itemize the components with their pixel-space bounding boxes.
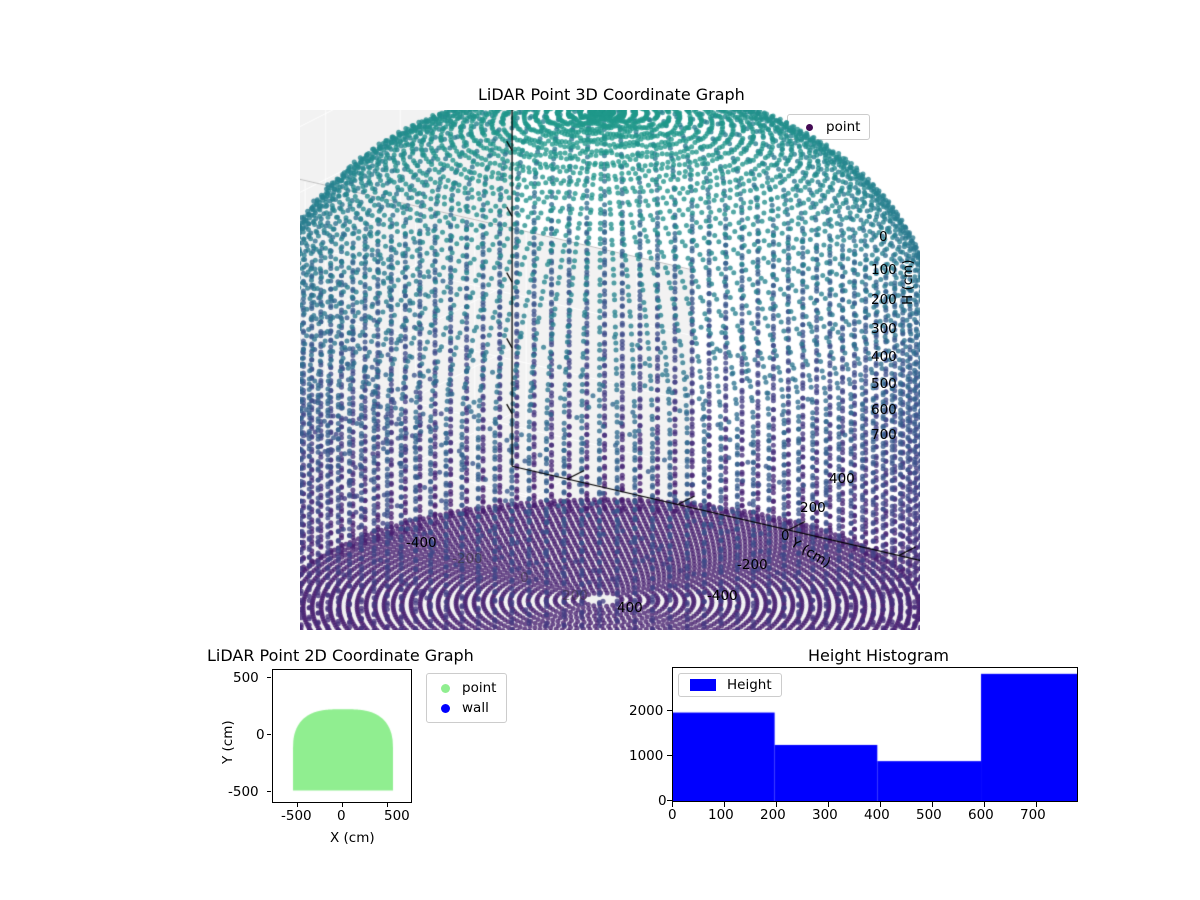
hist-x-tickmark-200 bbox=[776, 802, 777, 807]
hist-y-tickmark-2000 bbox=[667, 710, 672, 711]
plot3d-axes[interactable] bbox=[300, 110, 920, 630]
plot2d-title: LiDAR Point 2D Coordinate Graph bbox=[207, 646, 474, 665]
plot2d-y-tick-m500: -500 bbox=[228, 784, 259, 800]
hist-x-tickmark-300 bbox=[828, 802, 829, 807]
hist-x-tick-300: 300 bbox=[812, 807, 838, 823]
hist-x-tick-700: 700 bbox=[1020, 807, 1046, 823]
hist-x-tickmark-500 bbox=[932, 802, 933, 807]
plot3d-h-axis-label: H (cm) bbox=[900, 259, 916, 305]
plot2d-x-tickmark-0 bbox=[342, 803, 343, 807]
plot2d-axes[interactable] bbox=[272, 669, 412, 803]
legend-wall-dot-icon bbox=[441, 703, 450, 713]
plot3d-h-tick-400: 400 bbox=[871, 349, 897, 365]
plot3d-y-tick-400: 400 bbox=[829, 471, 855, 487]
plot3d-title: LiDAR Point 3D Coordinate Graph bbox=[478, 85, 745, 104]
legend-height-label: Height bbox=[727, 677, 772, 693]
legend2d-point-label: point bbox=[462, 680, 497, 696]
hist-y-tickmark-0 bbox=[667, 800, 672, 801]
legend2d-row-point: point bbox=[433, 678, 496, 698]
plot3d-h-tick-200: 200 bbox=[871, 292, 897, 308]
plot3d-h-tick-300: 300 bbox=[871, 321, 897, 337]
plot3d-h-tick-600: 600 bbox=[871, 402, 897, 418]
hist-x-tickmark-100 bbox=[724, 802, 725, 807]
plot2d-x-tick-0: 0 bbox=[337, 808, 346, 824]
hist-y-tick-2000: 2000 bbox=[629, 703, 664, 719]
hist-x-tick-200: 200 bbox=[760, 807, 786, 823]
plot3d-y-tick-200: 200 bbox=[800, 500, 826, 516]
hist-x-tickmark-700 bbox=[1036, 802, 1037, 807]
plot3d-x-tick-400: 400 bbox=[617, 600, 643, 616]
plot3d-x-tick-200: 200 bbox=[562, 588, 588, 604]
plot2d-y-tick-0: 0 bbox=[256, 727, 265, 743]
plot2d-x-tick-500: 500 bbox=[384, 808, 410, 824]
plot3d-x-tick-m200: -200 bbox=[452, 551, 483, 567]
plot2d-canvas bbox=[273, 670, 411, 802]
plot2d-y-axis-label: Y (cm) bbox=[220, 720, 236, 764]
hist-x-tick-100: 100 bbox=[708, 807, 734, 823]
plot3d-y-tick-0: 0 bbox=[781, 528, 790, 544]
plot3d-y-tick-m400: -400 bbox=[707, 588, 738, 604]
plot3d-h-tick-700: 700 bbox=[871, 427, 897, 443]
histogram-legend[interactable]: Height bbox=[678, 673, 782, 697]
hist-x-tick-600: 600 bbox=[968, 807, 994, 823]
hist-x-tickmark-600 bbox=[984, 802, 985, 807]
hist-x-tick-0: 0 bbox=[668, 807, 677, 823]
legend-height-swatch-icon bbox=[690, 679, 716, 691]
plot3d-x-tick-0: 0 bbox=[520, 570, 529, 586]
plot2d-x-tickmark-500 bbox=[387, 803, 388, 807]
plot2d-x-tickmark-m500 bbox=[297, 803, 298, 807]
plot2d-legend[interactable]: point wall bbox=[426, 673, 508, 723]
hist-y-tickmark-1000 bbox=[667, 755, 672, 756]
plot2d-x-tick-m500: -500 bbox=[281, 808, 312, 824]
hist-y-tick-1000: 1000 bbox=[629, 748, 664, 764]
plot2d-y-tick-500: 500 bbox=[233, 670, 259, 686]
hist-x-tickmark-0 bbox=[672, 802, 673, 807]
plot2d-x-axis-label: X (cm) bbox=[330, 830, 375, 846]
legend2d-wall-label: wall bbox=[462, 700, 489, 716]
plot2d-y-tickmark-0 bbox=[267, 734, 271, 735]
histogram-title: Height Histogram bbox=[808, 646, 949, 665]
hist-y-tick-0: 0 bbox=[658, 793, 667, 809]
legend-point-dot-icon bbox=[441, 683, 450, 693]
plot3d-x-tick-m400: -400 bbox=[406, 535, 437, 551]
legend2d-row-wall: wall bbox=[433, 698, 496, 718]
plot3d-h-tick-500: 500 bbox=[871, 376, 897, 392]
hist-x-tick-500: 500 bbox=[916, 807, 942, 823]
plot2d-y-tickmark-500 bbox=[267, 677, 271, 678]
plot2d-y-tickmark-m500 bbox=[267, 791, 271, 792]
plot3d-h-tick-0: 0 bbox=[879, 229, 888, 245]
hist-x-tickmark-400 bbox=[880, 802, 881, 807]
plot3d-canvas bbox=[300, 110, 920, 630]
plot3d-h-tick-100: 100 bbox=[871, 262, 897, 278]
hist-x-tick-400: 400 bbox=[864, 807, 890, 823]
plot3d-y-tick-m200: -200 bbox=[737, 557, 768, 573]
